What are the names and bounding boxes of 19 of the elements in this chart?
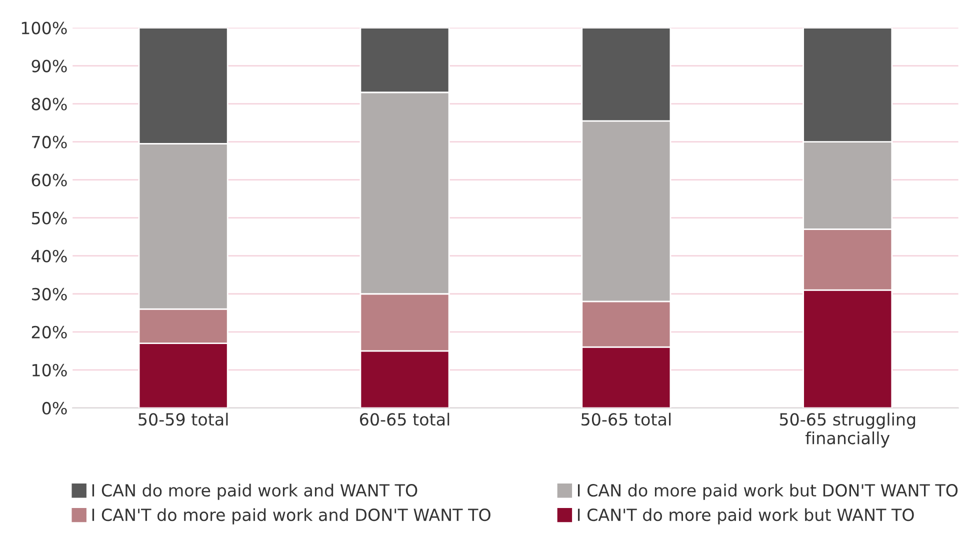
legend-label: I CAN'T do more paid work but WANT TO: [578, 508, 914, 524]
y-tick-label: 40%: [32, 250, 67, 262]
y-tick-label: 0%: [42, 402, 67, 414]
x-tick-label: 50-65 total: [582, 412, 671, 426]
y-tick-label: 100%: [22, 22, 67, 34]
y-tick-label: 30%: [32, 288, 67, 300]
y-tick-label: 70%: [32, 136, 67, 148]
x-tick-label: 50-65 struggling financially: [780, 412, 916, 448]
x-tick-label: 60-65 total: [360, 412, 450, 426]
y-tick-label: 50%: [32, 212, 67, 224]
legend-label: I CAN do more paid work and WANT TO: [92, 484, 418, 500]
y-tick-label: 20%: [32, 326, 67, 338]
legend-label: I CAN'T do more paid work and DON'T WANT TO: [92, 508, 490, 524]
y-tick-label: 10%: [32, 364, 67, 376]
y-tick-label: 60%: [32, 174, 67, 186]
legend-label: I CAN do more paid work but DON'T WANT TO: [578, 484, 958, 500]
y-tick-label: 90%: [32, 60, 67, 72]
x-tick-label: 50-59 total: [138, 412, 228, 426]
y-tick-label: 80%: [32, 98, 67, 110]
